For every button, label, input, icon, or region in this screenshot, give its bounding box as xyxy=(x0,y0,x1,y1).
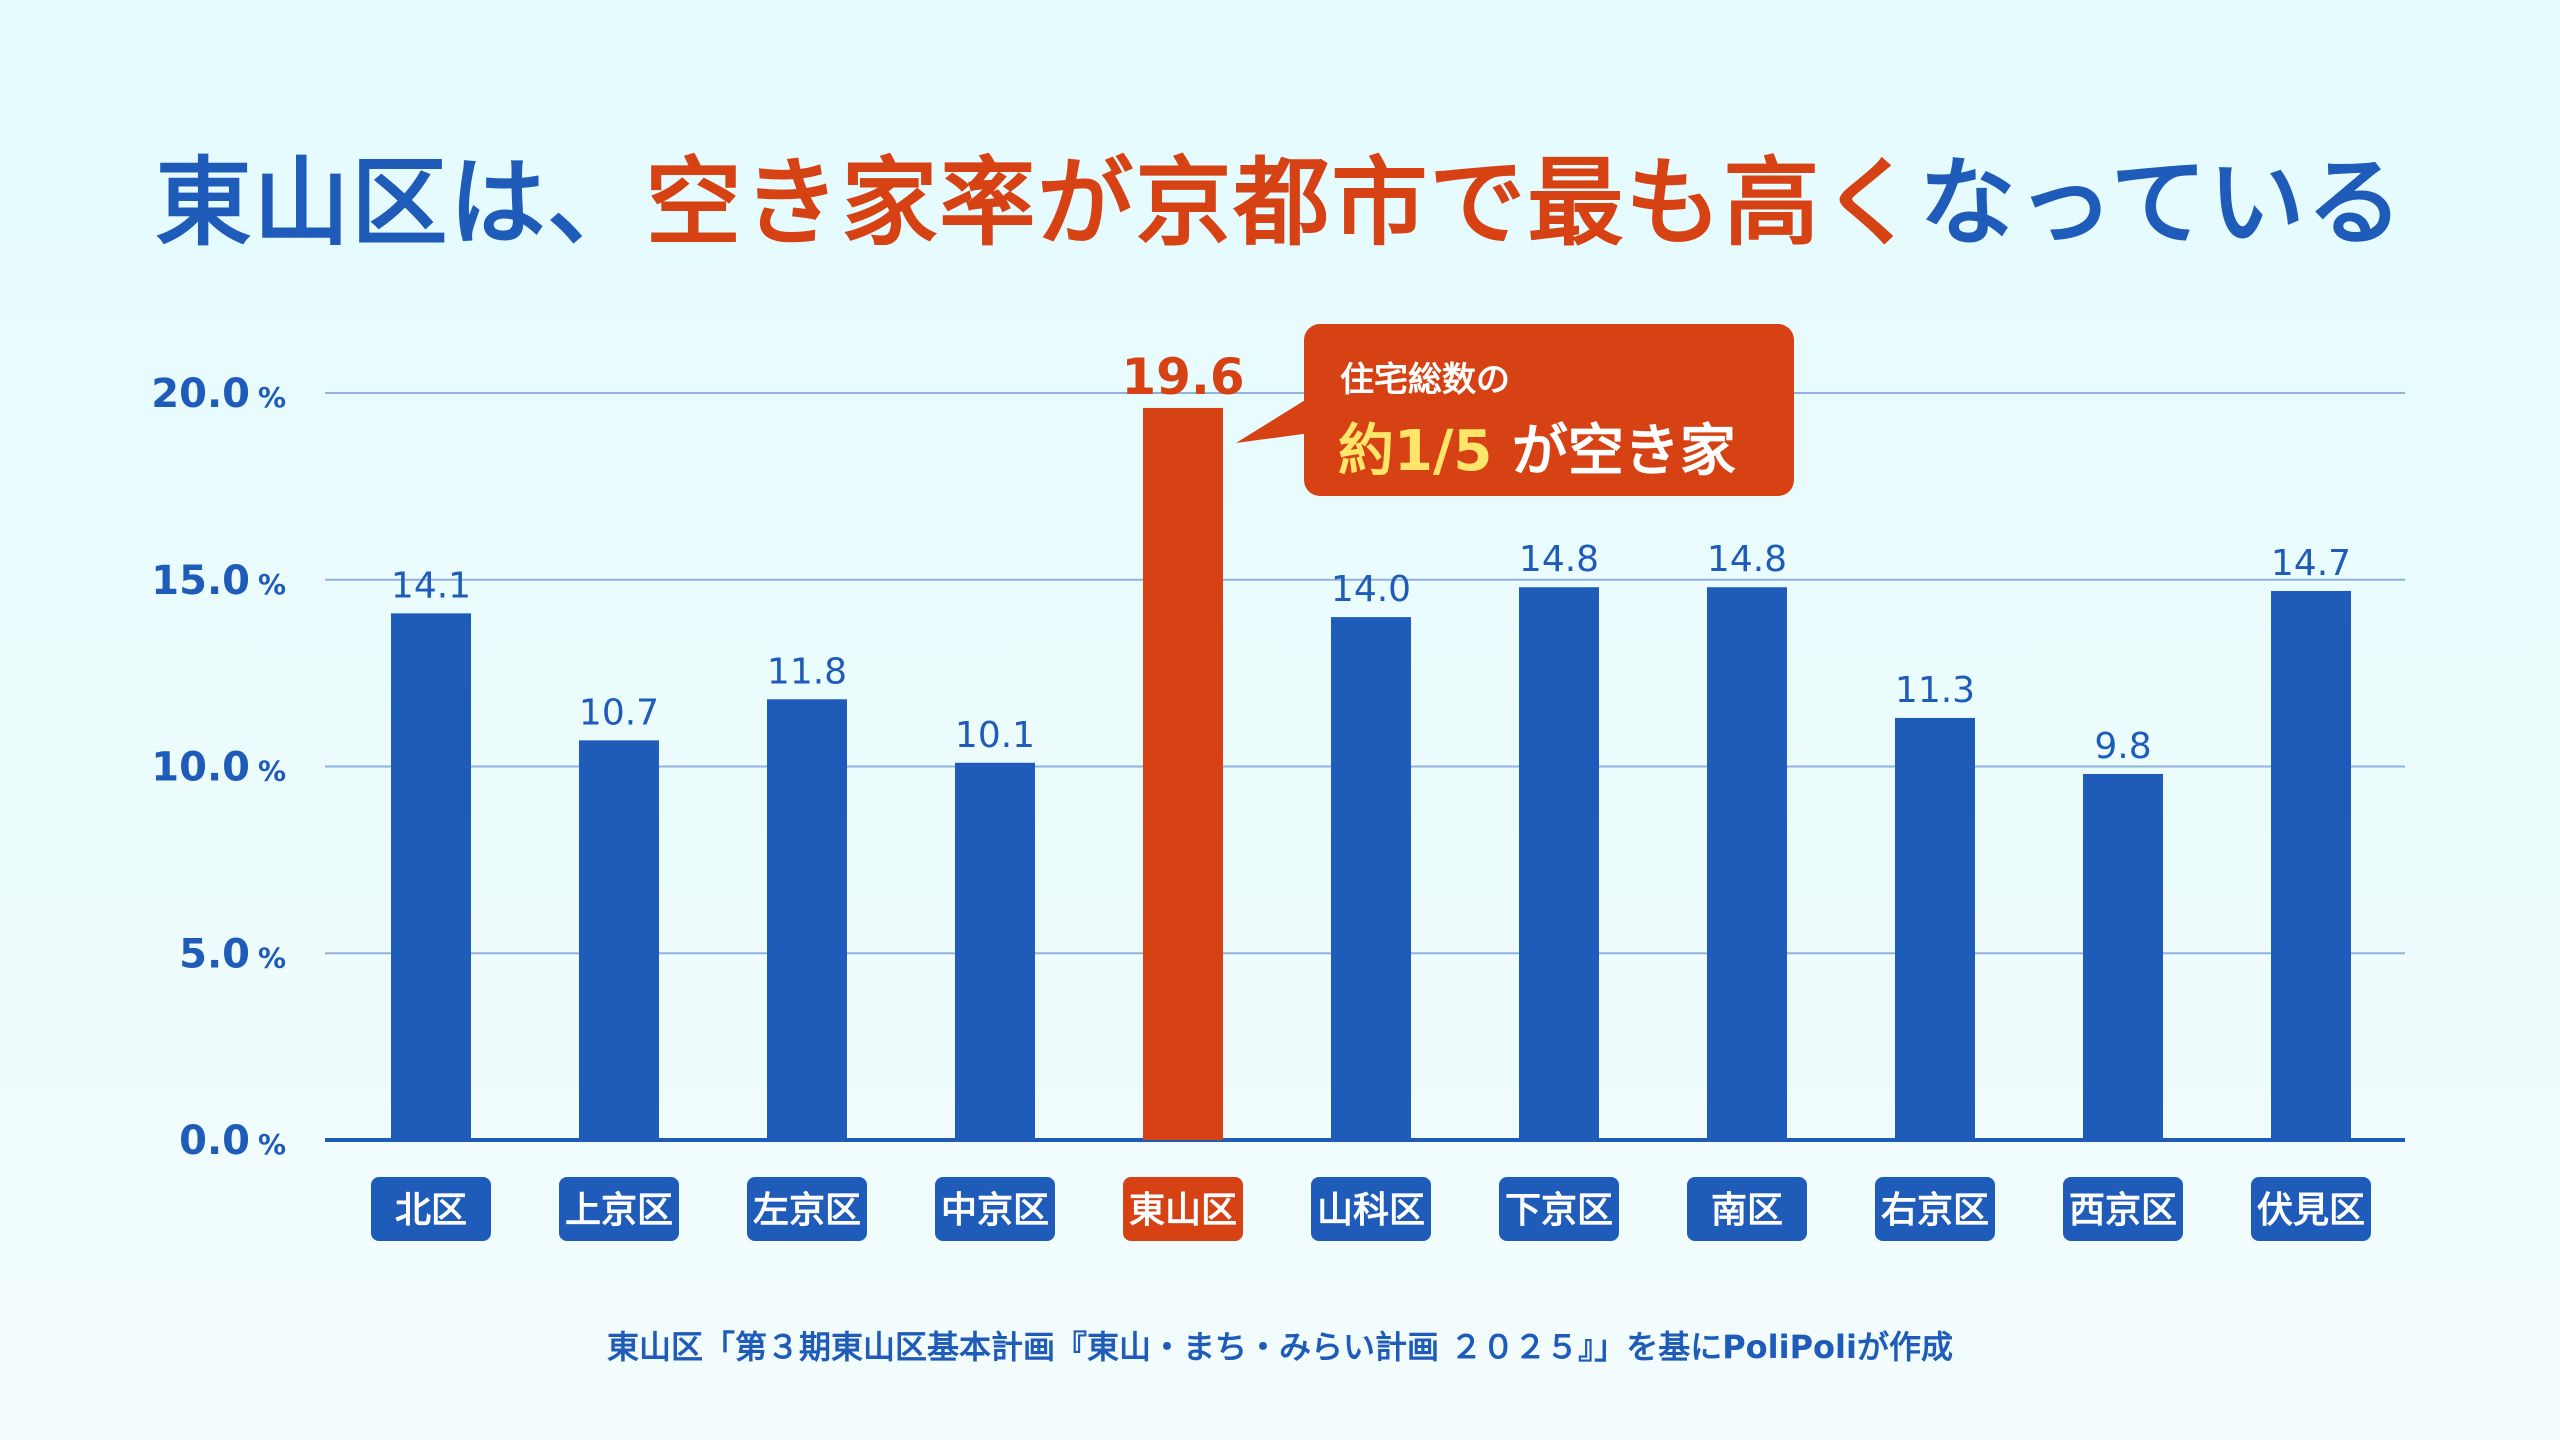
category-badge xyxy=(1123,1177,1243,1241)
title-part-2: 空き家率が京都市で最も高く xyxy=(645,147,1920,259)
category-label: 左京区 xyxy=(753,1189,861,1231)
callout-prefix: 約 xyxy=(1338,419,1394,484)
value-label: 19.6 xyxy=(1121,348,1244,406)
value-label: 11.3 xyxy=(1895,670,1975,711)
y-tick-label: 10.0 xyxy=(151,745,250,791)
category-label: 山科区 xyxy=(1317,1190,1425,1231)
y-tick-label: 5.0 xyxy=(179,931,250,977)
category-label: 伏見区 xyxy=(2257,1190,2365,1231)
value-labels: 14.1 10.7 11.8 10.1 19.6 14.0 14.8 14.8 11.3 9.8 1… xyxy=(391,348,2351,767)
chart-title: 東山区は、空き家率が京都市で最も高くなっている xyxy=(0,125,2560,264)
bar xyxy=(767,699,847,1140)
value-label: 14.1 xyxy=(391,565,471,606)
category-badge xyxy=(2063,1177,2183,1241)
bar xyxy=(1707,587,1787,1140)
category-label: 東山区 xyxy=(1129,1190,1237,1231)
value-label: 10.7 xyxy=(579,692,659,733)
category-label: 中京区 xyxy=(941,1189,1049,1231)
source-note: 東山区「第３期東山区基本計画『東山・まち・みらい計画 ２０２５』」を基にPoli… xyxy=(607,1328,1953,1366)
x-axis-categories: 北区 上京区 左京区 中京区 東山区 山科区 下京区 南区 右京区 西京区 伏見区 xyxy=(371,1177,2371,1241)
bar xyxy=(391,613,471,1140)
value-label: 10.1 xyxy=(955,715,1035,756)
category-badge xyxy=(747,1177,867,1241)
category-label: 西京区 xyxy=(2069,1189,2177,1231)
bar xyxy=(1895,717,1975,1140)
category-badge xyxy=(935,1177,1055,1241)
value-label: 14.0 xyxy=(1331,569,1411,610)
category-label: 北区 xyxy=(395,1190,467,1231)
callout-pointer xyxy=(1236,392,1318,443)
category-label: 南区 xyxy=(1711,1190,1783,1231)
y-tick-unit: % xyxy=(258,381,286,414)
y-axis-ticks: 0.0 %5.0 %10.0 %15.0 %20.0% xyxy=(151,371,286,1164)
category-badge xyxy=(1499,1177,1619,1241)
category-label: 下京区 xyxy=(1505,1189,1613,1231)
value-label: 14.8 xyxy=(1519,539,1599,580)
callout-highlight: 1/5 xyxy=(1394,419,1493,484)
bar xyxy=(955,762,1035,1140)
bar xyxy=(2083,773,2163,1140)
category-badge xyxy=(371,1177,491,1241)
category-label: 右京区 xyxy=(1881,1189,1989,1231)
title-part-1: 東山区は、 xyxy=(155,147,646,259)
callout-line-2: 約1/5 が空き家 xyxy=(1338,406,1736,487)
category-badge xyxy=(1311,1177,1431,1241)
y-tick-label: 15.0 xyxy=(151,558,250,604)
y-tick-unit: % xyxy=(258,1128,286,1161)
value-label: 14.8 xyxy=(1707,539,1787,580)
value-label: 9.8 xyxy=(2094,726,2151,767)
bar xyxy=(1519,587,1599,1140)
title-part-3: なっている xyxy=(1919,147,2405,259)
y-tick-unit: % xyxy=(258,941,286,974)
callout-suffix: が空き家 xyxy=(1492,419,1736,484)
bar xyxy=(1143,407,1223,1140)
y-tick-unit: % xyxy=(258,568,286,601)
category-badge xyxy=(2251,1177,2371,1241)
callout-line-1: 住宅総数の xyxy=(1340,360,1510,400)
value-label: 11.8 xyxy=(767,651,847,692)
category-label: 上京区 xyxy=(565,1189,673,1231)
y-tick-unit: % xyxy=(258,755,286,788)
callout-box: 住宅総数の 約1/5 が空き家 xyxy=(1304,324,1794,496)
category-badge xyxy=(559,1177,679,1241)
bar xyxy=(1331,617,1411,1140)
y-tick-label: 0.0 xyxy=(179,1118,250,1164)
bar xyxy=(579,740,659,1140)
value-label: 14.7 xyxy=(2271,543,2351,584)
bar xyxy=(2271,590,2351,1140)
category-badge xyxy=(1687,1177,1807,1241)
category-badge xyxy=(1875,1177,1995,1241)
y-tick-label: 20.0 xyxy=(151,371,250,417)
bars xyxy=(391,407,2351,1140)
